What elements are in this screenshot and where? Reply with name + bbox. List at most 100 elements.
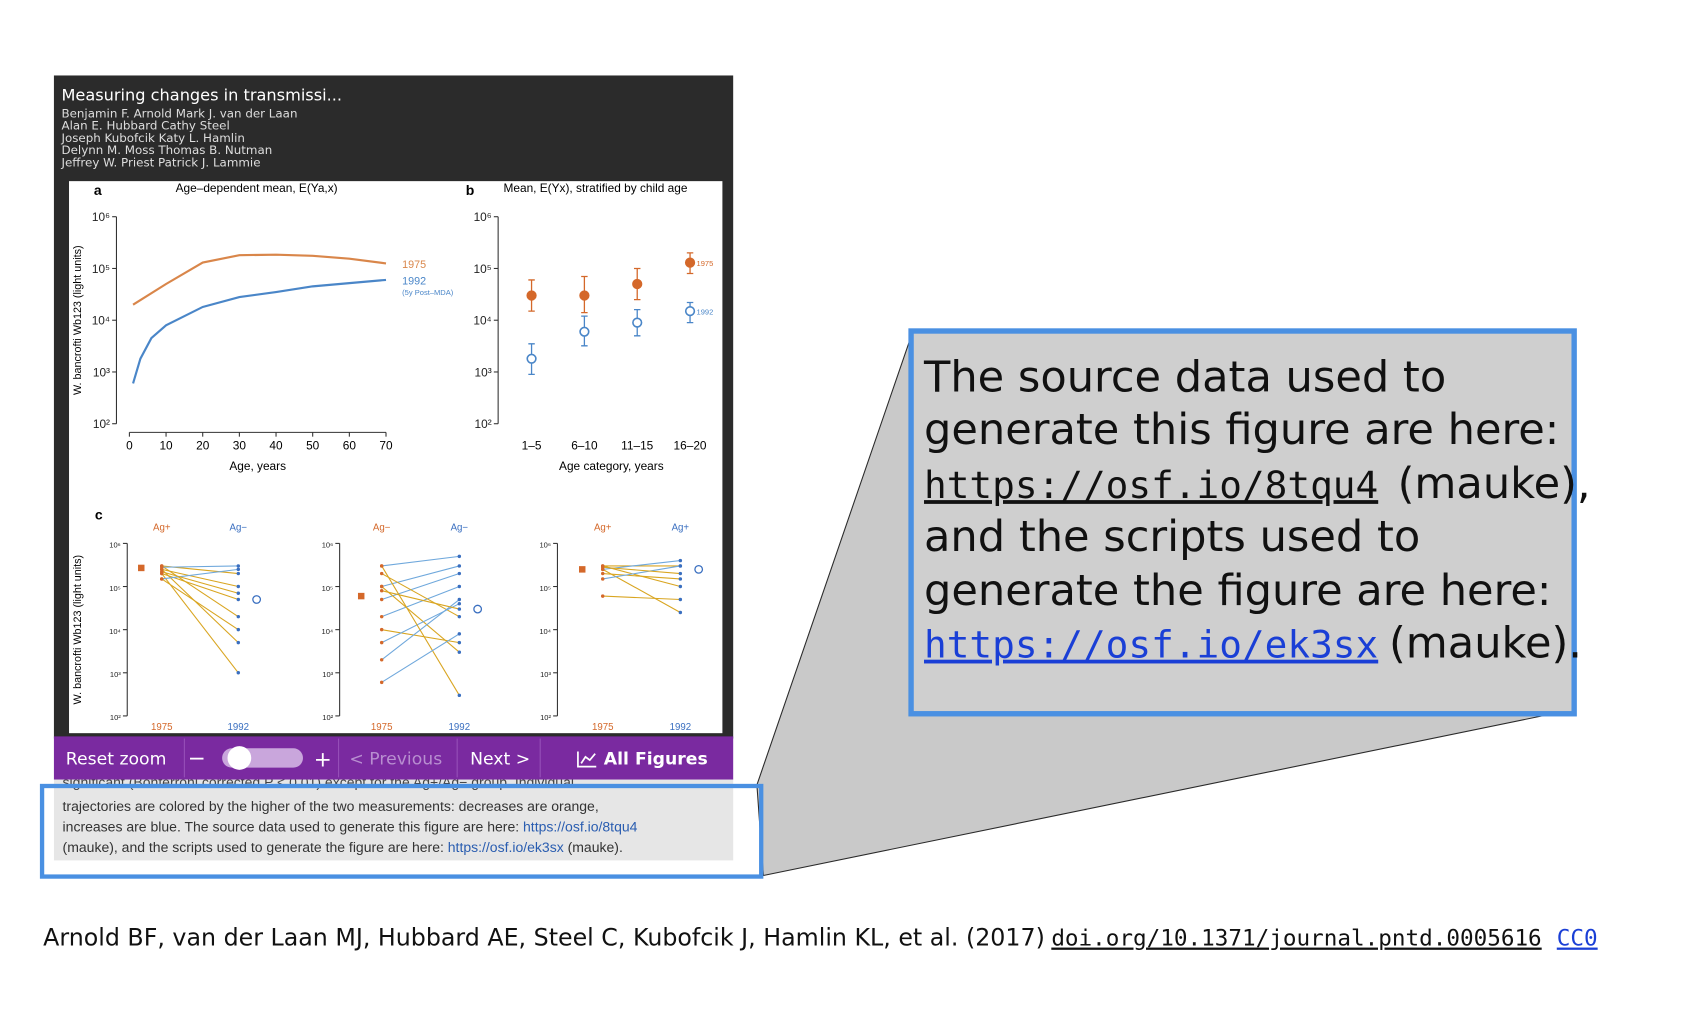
caption-highlight <box>39 783 764 879</box>
all-figures-button[interactable]: All Figures <box>604 749 708 769</box>
end-point <box>457 584 462 589</box>
callout-link[interactable]: https://osf.io/ek3sx <box>924 623 1378 667</box>
series-label: 1992 <box>697 307 714 316</box>
mean-point <box>579 326 590 337</box>
y-axis-label: W. bancrofti Wb123 (light units) <box>72 555 84 705</box>
year-label: 1992 <box>670 722 692 733</box>
author-line: Delynn M. Moss Thomas B. Nutman <box>61 143 272 157</box>
viewer-toolbar: Reset zoom − + < Previous Next > All Fig… <box>53 736 734 780</box>
trend-line <box>132 278 387 384</box>
y-tick-label: 10⁴ <box>109 627 121 636</box>
end-point <box>236 597 241 602</box>
trajectory <box>161 568 239 644</box>
mean-1992 <box>252 595 262 604</box>
x-tick-label: 10 <box>159 439 173 453</box>
mean-point <box>526 353 537 364</box>
start-point <box>379 640 384 645</box>
reset-zoom-button[interactable]: Reset zoom <box>66 749 167 769</box>
start-point <box>379 584 384 589</box>
group-label: Ag+ <box>153 522 171 533</box>
trajectory <box>381 565 460 696</box>
zoom-out-button[interactable]: − <box>188 747 206 772</box>
callout-line: and the scripts used to <box>924 512 1420 562</box>
series-label: 1975 <box>697 259 714 268</box>
end-point <box>236 567 241 572</box>
x-tick-label: 30 <box>233 439 247 453</box>
trajectory <box>161 573 239 674</box>
mean-point <box>684 305 696 317</box>
mean-1975 <box>579 566 586 573</box>
author-line: Jeffrey W. Priest Patrick J. Lammie <box>60 155 260 169</box>
mean-point <box>526 290 537 301</box>
end-point <box>236 614 241 619</box>
zoom-in-button[interactable]: + <box>314 748 332 773</box>
y-tick-label: 10⁴ <box>539 627 551 636</box>
figure: a Age–dependent mean, E(Ya,x) 10² 10³ 10⁴ 10⁵… <box>72 181 713 733</box>
end-point <box>678 584 683 589</box>
x-tick-label: 1–5 <box>522 439 542 453</box>
start-point <box>600 565 605 569</box>
trajectory <box>381 590 460 610</box>
series-sublabel: (5y Post–MDA) <box>402 288 454 297</box>
trajectory <box>381 573 460 601</box>
end-point <box>236 671 241 675</box>
caption-link[interactable]: https://osf.io/ek3sx <box>448 839 564 855</box>
x-tick-label: 50 <box>306 439 320 453</box>
y-tick-label: 10⁶ <box>109 541 120 550</box>
panel-label: c <box>95 507 103 523</box>
x-axis-label: Age category, years <box>559 459 664 473</box>
end-point <box>678 558 683 563</box>
callout-box <box>908 328 1577 717</box>
start-point <box>379 571 384 576</box>
author-line: Joseph Kubofcik Katy L. Hamlin <box>60 131 244 145</box>
trajectory <box>161 568 239 588</box>
x-tick-label: 20 <box>196 439 210 453</box>
trajectory <box>602 565 681 588</box>
previous-button[interactable]: < Previous <box>349 749 442 769</box>
x-tick-label: 70 <box>379 439 393 453</box>
y-tick-label: 10⁴ <box>473 314 491 328</box>
y-tick-label: 10⁶ <box>539 541 550 550</box>
start-point <box>379 588 384 593</box>
citation-text: Arnold BF, van der Laan MJ, Hubbard AE, … <box>43 924 1045 952</box>
callout-link[interactable]: https://osf.io/8tqu4 <box>924 463 1378 507</box>
start-point <box>160 570 164 574</box>
chart-icon <box>577 751 597 768</box>
panel-title: Mean, E(Yx), stratified by child age <box>504 181 688 195</box>
end-point <box>457 632 462 636</box>
x-tick-label: 60 <box>343 439 357 453</box>
license-link[interactable]: CC0 <box>1557 926 1598 952</box>
trajectory <box>381 586 460 618</box>
toolbar-background <box>53 736 734 780</box>
x-tick-label: 6–10 <box>571 439 598 453</box>
group-label: Ag− <box>230 522 248 533</box>
end-point <box>236 591 241 595</box>
trend-line <box>132 253 387 306</box>
start-point <box>600 571 605 576</box>
start-point <box>160 577 164 581</box>
trajectory <box>381 586 460 653</box>
end-point <box>678 564 683 568</box>
author-line: Alan E. Hubbard Cathy Steel <box>61 119 229 133</box>
year-label: 1975 <box>371 722 393 733</box>
next-button[interactable]: Next > <box>470 749 530 769</box>
x-tick-label: 40 <box>269 439 283 453</box>
zoom-slider-knob[interactable] <box>227 746 252 770</box>
viewer-title: Measuring changes in transmissi... <box>61 85 342 104</box>
y-tick-label: 10⁵ <box>92 262 110 276</box>
trajectory <box>161 565 239 618</box>
group-label: Ag− <box>373 522 391 533</box>
y-tick-label: 10² <box>110 713 121 722</box>
x-tick-label: 16–20 <box>674 439 707 453</box>
end-point <box>457 650 462 654</box>
caption: significant (Bonferroni corrected P < 0.… <box>39 774 764 879</box>
trajectory <box>381 629 460 644</box>
y-tick-label: 10⁵ <box>539 584 551 593</box>
callout: The source data used to generate this fi… <box>908 328 1591 717</box>
callout-text: (mauke), <box>1398 459 1591 509</box>
caption-link[interactable]: https://osf.io/8tqu4 <box>523 818 638 834</box>
doi-link[interactable]: doi.org/10.1371/journal.pntd.0005616 <box>1051 926 1541 952</box>
y-tick-label: 10⁵ <box>322 584 334 593</box>
author-line: Benjamin F. Arnold Mark J. van der Laan <box>61 107 297 121</box>
